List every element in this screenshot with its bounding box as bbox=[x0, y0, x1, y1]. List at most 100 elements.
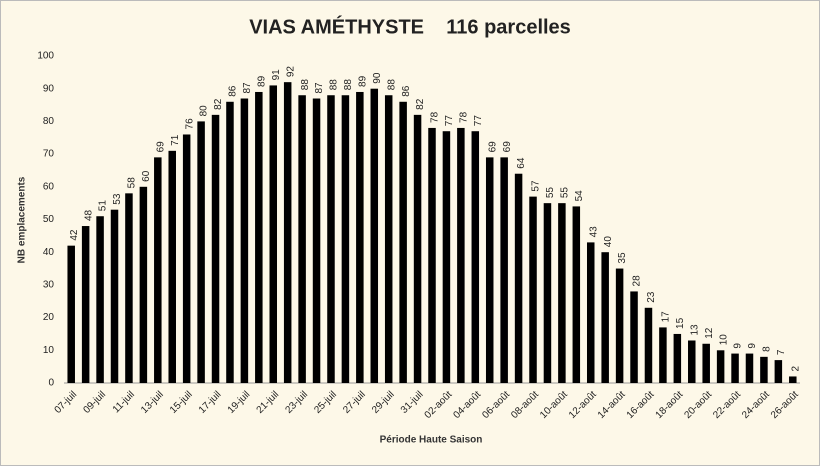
data-label: 60 bbox=[141, 170, 152, 182]
bar bbox=[745, 353, 754, 383]
data-label: 82 bbox=[213, 98, 224, 110]
bar bbox=[182, 134, 191, 383]
bar bbox=[96, 216, 104, 383]
data-label: 78 bbox=[430, 111, 441, 123]
bar bbox=[312, 98, 321, 383]
bar bbox=[226, 101, 234, 383]
bar bbox=[789, 376, 797, 383]
data-label: 88 bbox=[329, 79, 340, 91]
data-label: 90 bbox=[372, 72, 383, 84]
data-label: 55 bbox=[545, 187, 556, 199]
data-label: 92 bbox=[285, 66, 296, 78]
data-label: 64 bbox=[516, 157, 527, 169]
data-label: 80 bbox=[199, 105, 210, 117]
data-label: 51 bbox=[98, 200, 109, 212]
bar bbox=[702, 343, 710, 383]
data-label: 48 bbox=[83, 209, 94, 221]
bar bbox=[413, 114, 422, 384]
bar bbox=[630, 291, 638, 383]
bar bbox=[67, 245, 75, 383]
bar bbox=[139, 186, 148, 383]
data-label: 87 bbox=[242, 82, 253, 94]
data-label: 87 bbox=[314, 82, 325, 94]
y-tick-label: 60 bbox=[43, 181, 55, 192]
data-label: 71 bbox=[170, 134, 181, 146]
bar bbox=[457, 127, 465, 383]
data-label: 23 bbox=[646, 291, 657, 303]
bar bbox=[673, 333, 682, 383]
data-label: 43 bbox=[588, 226, 599, 238]
y-tick-label: 10 bbox=[43, 345, 55, 356]
bar bbox=[485, 157, 494, 383]
bar bbox=[81, 226, 90, 383]
data-label: 88 bbox=[300, 79, 311, 91]
bar bbox=[572, 206, 581, 383]
data-label: 9 bbox=[747, 343, 758, 349]
bar bbox=[197, 121, 205, 384]
data-label: 13 bbox=[689, 324, 700, 336]
data-label: 55 bbox=[560, 187, 571, 199]
bar bbox=[154, 157, 162, 383]
y-tick-label: 70 bbox=[43, 149, 55, 160]
bar bbox=[255, 91, 263, 383]
data-label: 86 bbox=[228, 85, 239, 97]
data-label: 9 bbox=[733, 343, 744, 349]
data-label: 53 bbox=[112, 193, 123, 205]
data-label: 82 bbox=[415, 98, 426, 110]
data-label: 12 bbox=[704, 327, 715, 339]
bar bbox=[529, 196, 537, 383]
data-label: 54 bbox=[574, 190, 585, 202]
data-label: 69 bbox=[155, 141, 166, 153]
bar bbox=[356, 91, 364, 383]
bar bbox=[601, 252, 609, 383]
bar bbox=[240, 98, 249, 383]
bar bbox=[716, 350, 725, 383]
bar bbox=[384, 95, 393, 384]
bar bbox=[125, 193, 133, 383]
y-tick-label: 30 bbox=[43, 280, 55, 291]
bar bbox=[399, 101, 407, 383]
data-label: 76 bbox=[184, 118, 195, 130]
bar bbox=[211, 114, 220, 384]
data-label: 91 bbox=[271, 69, 282, 81]
data-label: 15 bbox=[675, 317, 686, 329]
y-tick-label: 100 bbox=[37, 51, 54, 62]
data-label: 89 bbox=[256, 75, 267, 87]
bar bbox=[471, 131, 480, 383]
y-tick-label: 40 bbox=[43, 247, 55, 258]
data-label: 58 bbox=[127, 177, 138, 189]
bar bbox=[514, 173, 523, 383]
data-label: 89 bbox=[357, 75, 368, 87]
bar bbox=[428, 127, 436, 383]
data-label: 7 bbox=[776, 349, 787, 355]
bar bbox=[341, 95, 350, 384]
y-tick-label: 90 bbox=[43, 83, 55, 94]
y-axis-title: NB emplacements bbox=[17, 176, 28, 263]
bar bbox=[644, 307, 653, 383]
y-tick-label: 20 bbox=[43, 312, 55, 323]
chart-title: VIAS AMÉTHYSTE 116 parcelles bbox=[249, 15, 571, 38]
data-label: 17 bbox=[661, 311, 672, 323]
bar bbox=[370, 88, 379, 383]
data-label: 77 bbox=[473, 115, 484, 127]
bar bbox=[760, 356, 768, 383]
bar bbox=[110, 209, 119, 383]
data-label: 40 bbox=[603, 236, 614, 248]
data-label: 69 bbox=[487, 141, 498, 153]
bar bbox=[659, 327, 667, 383]
bar bbox=[442, 131, 451, 383]
data-label: 77 bbox=[444, 115, 455, 127]
bar bbox=[298, 95, 306, 384]
data-label: 57 bbox=[531, 180, 542, 192]
data-label: 10 bbox=[718, 334, 729, 346]
bar bbox=[500, 157, 508, 383]
data-label: 69 bbox=[502, 141, 513, 153]
data-label: 2 bbox=[790, 365, 801, 371]
y-tick-label: 50 bbox=[43, 214, 55, 225]
bar bbox=[774, 360, 783, 383]
data-label: 8 bbox=[762, 346, 773, 352]
x-axis-title: Période Haute Saison bbox=[380, 435, 483, 446]
data-label: 42 bbox=[69, 229, 80, 241]
